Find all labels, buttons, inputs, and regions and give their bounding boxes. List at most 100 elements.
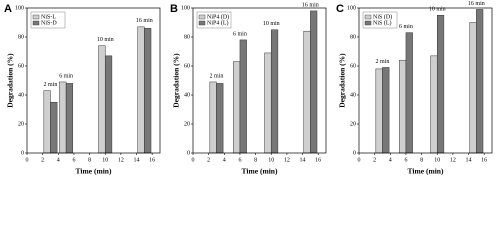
bar [144, 28, 152, 154]
bar [382, 67, 390, 154]
bar [209, 81, 217, 154]
panel-label: A [4, 3, 12, 15]
x-tick-label: 4 [389, 157, 392, 163]
annotation: 6 min [59, 73, 73, 79]
panel-label: C [336, 3, 344, 15]
y-tick-label: 0 [353, 150, 356, 156]
x-tick-label: 16 [315, 157, 321, 163]
y-tick-label: 100 [181, 5, 190, 11]
x-tick-label: 6 [404, 157, 407, 163]
bar [137, 26, 145, 154]
bar [430, 55, 438, 154]
y-tick-label: 60 [18, 63, 24, 69]
y-tick-label: 60 [350, 63, 356, 69]
x-axis-label: Time (min) [76, 167, 112, 176]
plot-frame [192, 7, 327, 154]
annotation: 2 min [376, 59, 390, 65]
x-tick-label: 8 [254, 157, 257, 163]
y-tick-label: 80 [184, 34, 190, 40]
x-tick-label: 8 [420, 157, 423, 163]
x-tick-label: 14 [300, 157, 306, 163]
x-tick-label: 0 [192, 157, 195, 163]
legend-label: NiP4 (L) [207, 19, 229, 26]
y-axis-label: Degradation (%) [172, 53, 181, 108]
x-tick-label: 16 [481, 157, 487, 163]
annotation: 16 min [136, 18, 153, 24]
plot-frame [358, 7, 493, 154]
bar [264, 52, 272, 154]
annotation: 10 min [97, 37, 114, 43]
bar [399, 59, 407, 154]
bar [233, 61, 241, 154]
legend-swatch [364, 20, 372, 26]
bar [98, 45, 106, 154]
annotation: 10 min [429, 7, 446, 13]
legend-box [362, 11, 398, 29]
x-axis-label: Time (min) [408, 167, 444, 176]
annotation: 2 min [44, 82, 58, 88]
legend-swatch [364, 14, 372, 20]
y-tick-label: 20 [18, 121, 24, 127]
bar [104, 55, 113, 154]
y-tick-label: 80 [18, 34, 24, 40]
x-tick-label: 6 [238, 157, 241, 163]
legend-label: NiP4 (D) [207, 13, 229, 20]
x-tick-label: 14 [466, 157, 472, 163]
x-tick-label: 12 [450, 157, 456, 163]
x-tick-label: 2 [373, 157, 376, 163]
x-tick-label: 12 [118, 157, 124, 163]
annotation: 16 min [468, 1, 485, 7]
annotation: 10 min [263, 21, 280, 27]
legend-box [30, 11, 66, 29]
bar [59, 81, 67, 154]
annotation: 2 min [210, 73, 224, 79]
annotation: 16 min [302, 2, 319, 8]
y-tick-label: 0 [21, 150, 24, 156]
legend-label: NiS-D [41, 20, 57, 26]
x-tick-label: 4 [57, 157, 60, 163]
x-tick-label: 16 [149, 157, 155, 163]
legend-swatch [32, 20, 40, 26]
x-tick-label: 12 [284, 157, 290, 163]
y-tick-label: 40 [184, 92, 190, 98]
x-tick-label: 10 [102, 157, 108, 163]
y-tick-label: 100 [15, 5, 24, 11]
panel-label: B [170, 3, 178, 15]
y-tick-label: 100 [347, 5, 356, 11]
annotation: 6 min [399, 24, 413, 30]
legend-swatch [198, 20, 206, 26]
y-tick-label: 20 [350, 121, 356, 127]
plot-frame [26, 7, 161, 154]
x-tick-label: 10 [268, 157, 274, 163]
y-axis-label: Degradation (%) [6, 53, 15, 108]
bar [216, 83, 224, 154]
y-tick-label: 0 [187, 150, 190, 156]
bar [469, 22, 477, 154]
bar [436, 15, 445, 154]
legend-box [196, 11, 232, 29]
x-tick-label: 2 [41, 157, 44, 163]
y-tick-label: 40 [350, 92, 356, 98]
legend-swatch [32, 14, 40, 20]
x-axis-label: Time (min) [242, 167, 278, 176]
bar [239, 39, 247, 154]
x-tick-label: 0 [26, 157, 29, 163]
x-tick-label: 10 [434, 157, 440, 163]
bar [43, 90, 51, 154]
x-tick-label: 4 [223, 157, 226, 163]
bar [303, 30, 311, 154]
x-tick-label: 14 [134, 157, 140, 163]
y-tick-label: 80 [350, 34, 356, 40]
bar [310, 10, 318, 154]
legend-label: NiS (L) [373, 19, 392, 26]
bar [270, 29, 279, 154]
x-tick-label: 2 [207, 157, 210, 163]
legend-label: NiS-L [41, 14, 56, 20]
annotation: 6 min [233, 31, 247, 37]
y-axis-label: Degradation (%) [338, 53, 347, 108]
bar [375, 68, 383, 154]
bar [476, 9, 484, 154]
bar [65, 83, 74, 154]
